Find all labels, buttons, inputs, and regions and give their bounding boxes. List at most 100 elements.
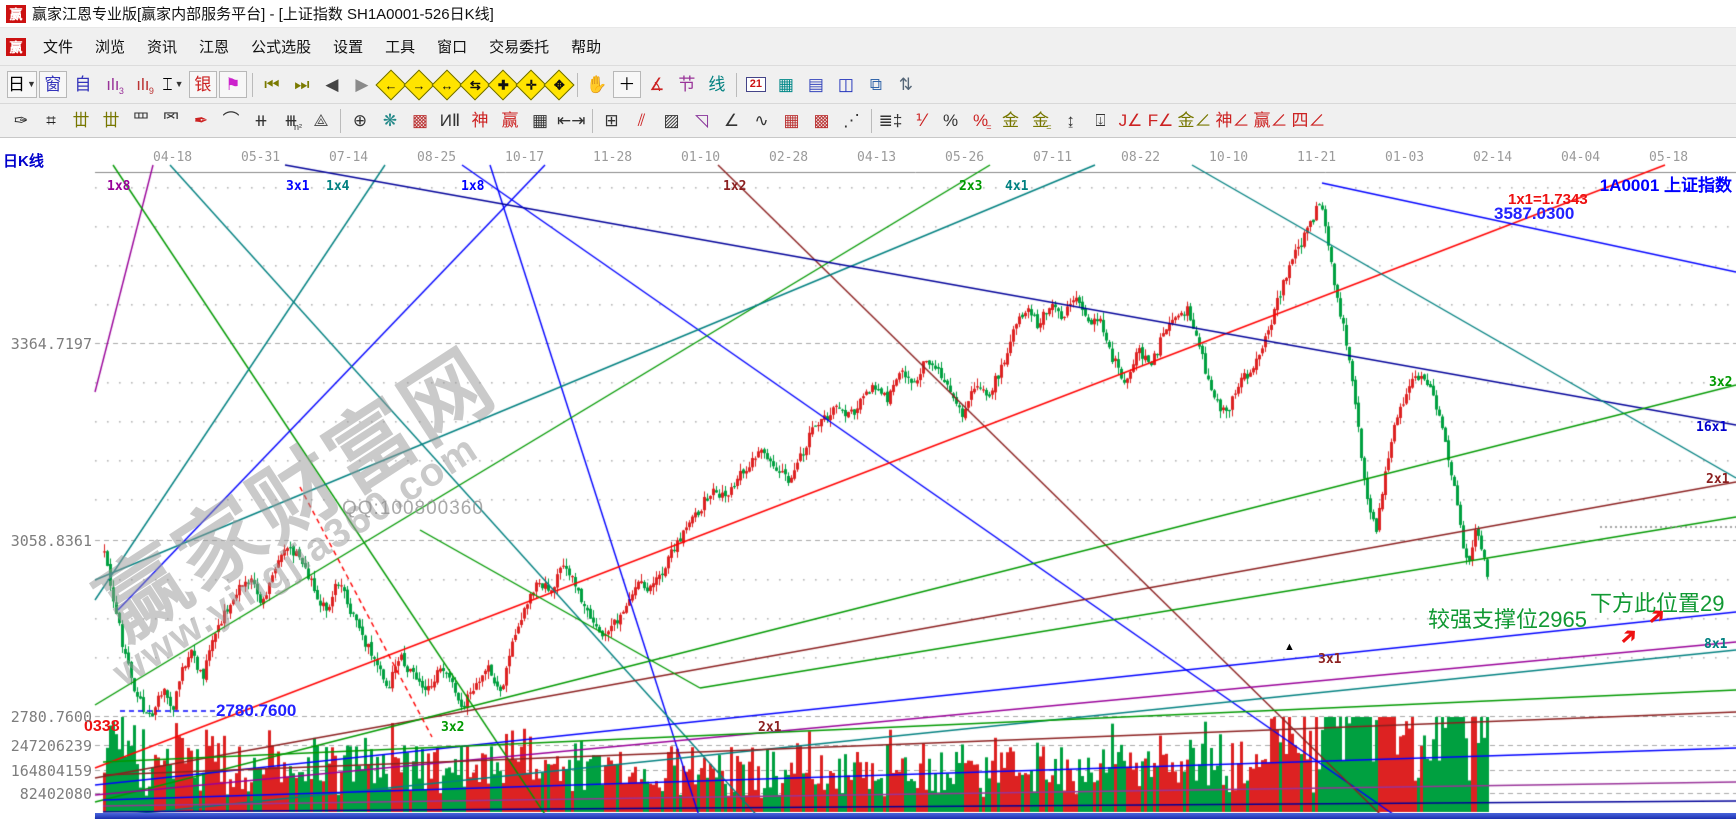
menu-6[interactable]: 设置 [333, 39, 364, 56]
gann-date-button[interactable]: 节 [678, 75, 696, 94]
horizontal-scrollbar[interactable] [95, 813, 1736, 819]
date-tick: 10-17 [505, 150, 545, 165]
red-grid2-tool[interactable]: ▩ [813, 111, 830, 130]
si-angle-tool[interactable]: 四∠ [1291, 111, 1326, 130]
zoom-in-button[interactable]: ✚ [487, 68, 519, 101]
brush-tool[interactable]: ✑ [13, 111, 29, 130]
export-image-button[interactable]: ⧉ [869, 75, 882, 94]
bar-span-tool[interactable]: ⇤⇥ [557, 111, 586, 130]
toolbar-separator [870, 108, 872, 133]
menu-1[interactable]: 文件 [43, 39, 74, 56]
arc-grid-tool[interactable]: ⌒ [222, 111, 240, 130]
candle-style-button[interactable]: ⌶ ▼ [162, 75, 184, 94]
minute-chart-9-icon[interactable]: ılı 9 [136, 75, 154, 96]
prev-bar-button[interactable]: ◀ [325, 75, 339, 94]
below-position-annotation: 下方此位置29 [1590, 591, 1725, 616]
compress-horizontal-button[interactable]: ⇆ [459, 68, 491, 101]
date-tick: 04-18 [153, 150, 193, 165]
swing-tool[interactable]: ИⅡ [439, 111, 461, 130]
grid-tool[interactable]: ⌗ [46, 111, 56, 130]
dot-matrix-tool[interactable]: ▦ [531, 111, 549, 130]
menu-10[interactable]: 帮助 [571, 39, 602, 56]
menu-logo-icon: 赢 [6, 37, 26, 56]
gann-square-tool[interactable]: ▩ [411, 111, 429, 130]
fence-n2-tool[interactable]: ⧻ n² [283, 111, 302, 132]
minute-chart-3-icon[interactable]: ılı 3 [106, 75, 124, 96]
percent-fan-tool[interactable]: ⅟ [915, 111, 926, 130]
date-tick: 05-26 [945, 150, 985, 165]
gann-wheel-tool[interactable]: ❋ [382, 111, 398, 130]
red-grid-tool[interactable]: ▦ [783, 111, 800, 130]
menu-2[interactable]: 浏览 [95, 39, 126, 56]
next-bar-button[interactable]: ▶ [355, 75, 369, 94]
first-bar-button[interactable]: ⏮ [264, 75, 280, 94]
calendar-button[interactable]: 21 [742, 71, 770, 98]
speed-fan-tool[interactable]: ⫽ [637, 111, 646, 130]
shen-grid-tool[interactable]: 神 [471, 111, 489, 130]
last-bar-button[interactable]: ⏭ [294, 75, 310, 94]
updown-mark-tool[interactable]: ↨ [1066, 111, 1075, 130]
symbol-label: 1A0001 上证指数 [1599, 176, 1732, 195]
date-tick: 02-14 [1473, 150, 1513, 165]
gann-frame-tool[interactable]: 罒 [132, 111, 150, 130]
toolbar-separator [251, 72, 253, 97]
info-panel-icon[interactable]: 自 [74, 75, 92, 94]
fan-box-tool[interactable]: ▨ [663, 111, 680, 130]
compass-arc-tool[interactable]: ⊕ [352, 111, 368, 130]
gann-line-button[interactable]: 线 [708, 75, 726, 94]
main-toolbar: 日 ▼ 窗自 ılı 3 ılı 9 ⌶ ▼ 银 ⚑ ⏮ ⏭ ◀ ▶ ← → ↔ ⇆ ✚ ✛ ✥ ✋ ＋ ∡ 节线 21 ▦ ▤ ◫ ⧉ ⇅ [0, 66, 1736, 104]
expand-horizontal-button[interactable]: ↔ [431, 68, 463, 101]
gann-panel-icon[interactable]: 银 [188, 71, 217, 98]
gold-arch-tool[interactable]: 金 [1002, 111, 1019, 130]
menu-7[interactable]: 工具 [385, 39, 416, 56]
rect-select-tool[interactable]: ⊞ [604, 111, 619, 130]
stats-tool[interactable]: ≣‡ [878, 111, 903, 130]
gann-grid-down-tool[interactable]: 丗 [102, 111, 120, 130]
save-button[interactable]: ◫ [837, 75, 854, 94]
parallel-lines-tool[interactable]: ⋰ [843, 111, 860, 130]
toolbar-separator [576, 72, 578, 97]
triangle-tool[interactable]: ⟁ [313, 111, 329, 130]
gann-cycle-tool[interactable]: 罓 [162, 111, 180, 130]
menu-3[interactable]: 资讯 [147, 39, 178, 56]
j-angle-tool[interactable]: J∠ [1118, 111, 1143, 130]
pen-red-tool[interactable]: ✒ [193, 111, 209, 130]
angle-measure-button[interactable]: ∡ [649, 75, 665, 94]
gold-line-tool[interactable]: 金 = [1032, 111, 1052, 132]
f-angle-tool[interactable]: F∠ [1147, 111, 1174, 130]
notes-button[interactable]: ▤ [807, 75, 824, 94]
period-day-button[interactable]: 日 ▼ [7, 71, 37, 98]
fence-tool[interactable]: ⧺ [253, 111, 269, 130]
menu-8[interactable]: 窗口 [437, 39, 468, 56]
hand-tool-button[interactable]: ✋ [586, 75, 608, 94]
volume-flag-icon[interactable]: ⚑ [218, 71, 247, 98]
pitchfork-tool[interactable]: ⍗ [1095, 111, 1106, 130]
percent-tool[interactable]: % [942, 111, 959, 130]
toolbar-separator [591, 108, 593, 133]
ying-grid-tool[interactable]: 赢 [501, 111, 519, 130]
crosshair-tool-button[interactable]: ＋ [612, 71, 641, 98]
menu-9[interactable]: 交易委托 [489, 39, 550, 56]
shift-right-button[interactable]: → [403, 68, 435, 101]
chart-area[interactable]: 日K线 1A0001 上证指数 1x1=1.7343 3587.0300 278… [0, 138, 1736, 819]
gann-angle-label: 3x2 [1709, 375, 1733, 390]
menu-5[interactable]: 公式选股 [251, 39, 312, 56]
kline-canvas[interactable] [0, 138, 1736, 819]
zoom-window-icon[interactable]: 窗 [38, 71, 67, 98]
expand-all-button[interactable]: ✥ [543, 68, 575, 101]
date-tick: 11-21 [1297, 150, 1337, 165]
shen-angle-tool[interactable]: 神∠ [1215, 111, 1250, 130]
wave-tool[interactable]: ∿ [754, 111, 769, 130]
calculator-button[interactable]: ▦ [777, 75, 794, 94]
percent-line-tool[interactable]: % = [972, 111, 992, 132]
gann-grid-up-tool[interactable]: 丗 [72, 111, 90, 130]
network-button[interactable]: ⇅ [898, 75, 914, 94]
ying-angle-tool[interactable]: 赢∠ [1253, 111, 1288, 130]
fan-corner-tool[interactable]: ◹ [694, 111, 709, 130]
gold-angle-tool[interactable]: 金∠ [1177, 111, 1212, 130]
menu-4[interactable]: 江恩 [199, 39, 230, 56]
shift-left-button[interactable]: ← [375, 68, 407, 101]
trend-angle-tool[interactable]: ∠ [723, 111, 740, 130]
compress-all-button[interactable]: ✛ [515, 68, 547, 101]
